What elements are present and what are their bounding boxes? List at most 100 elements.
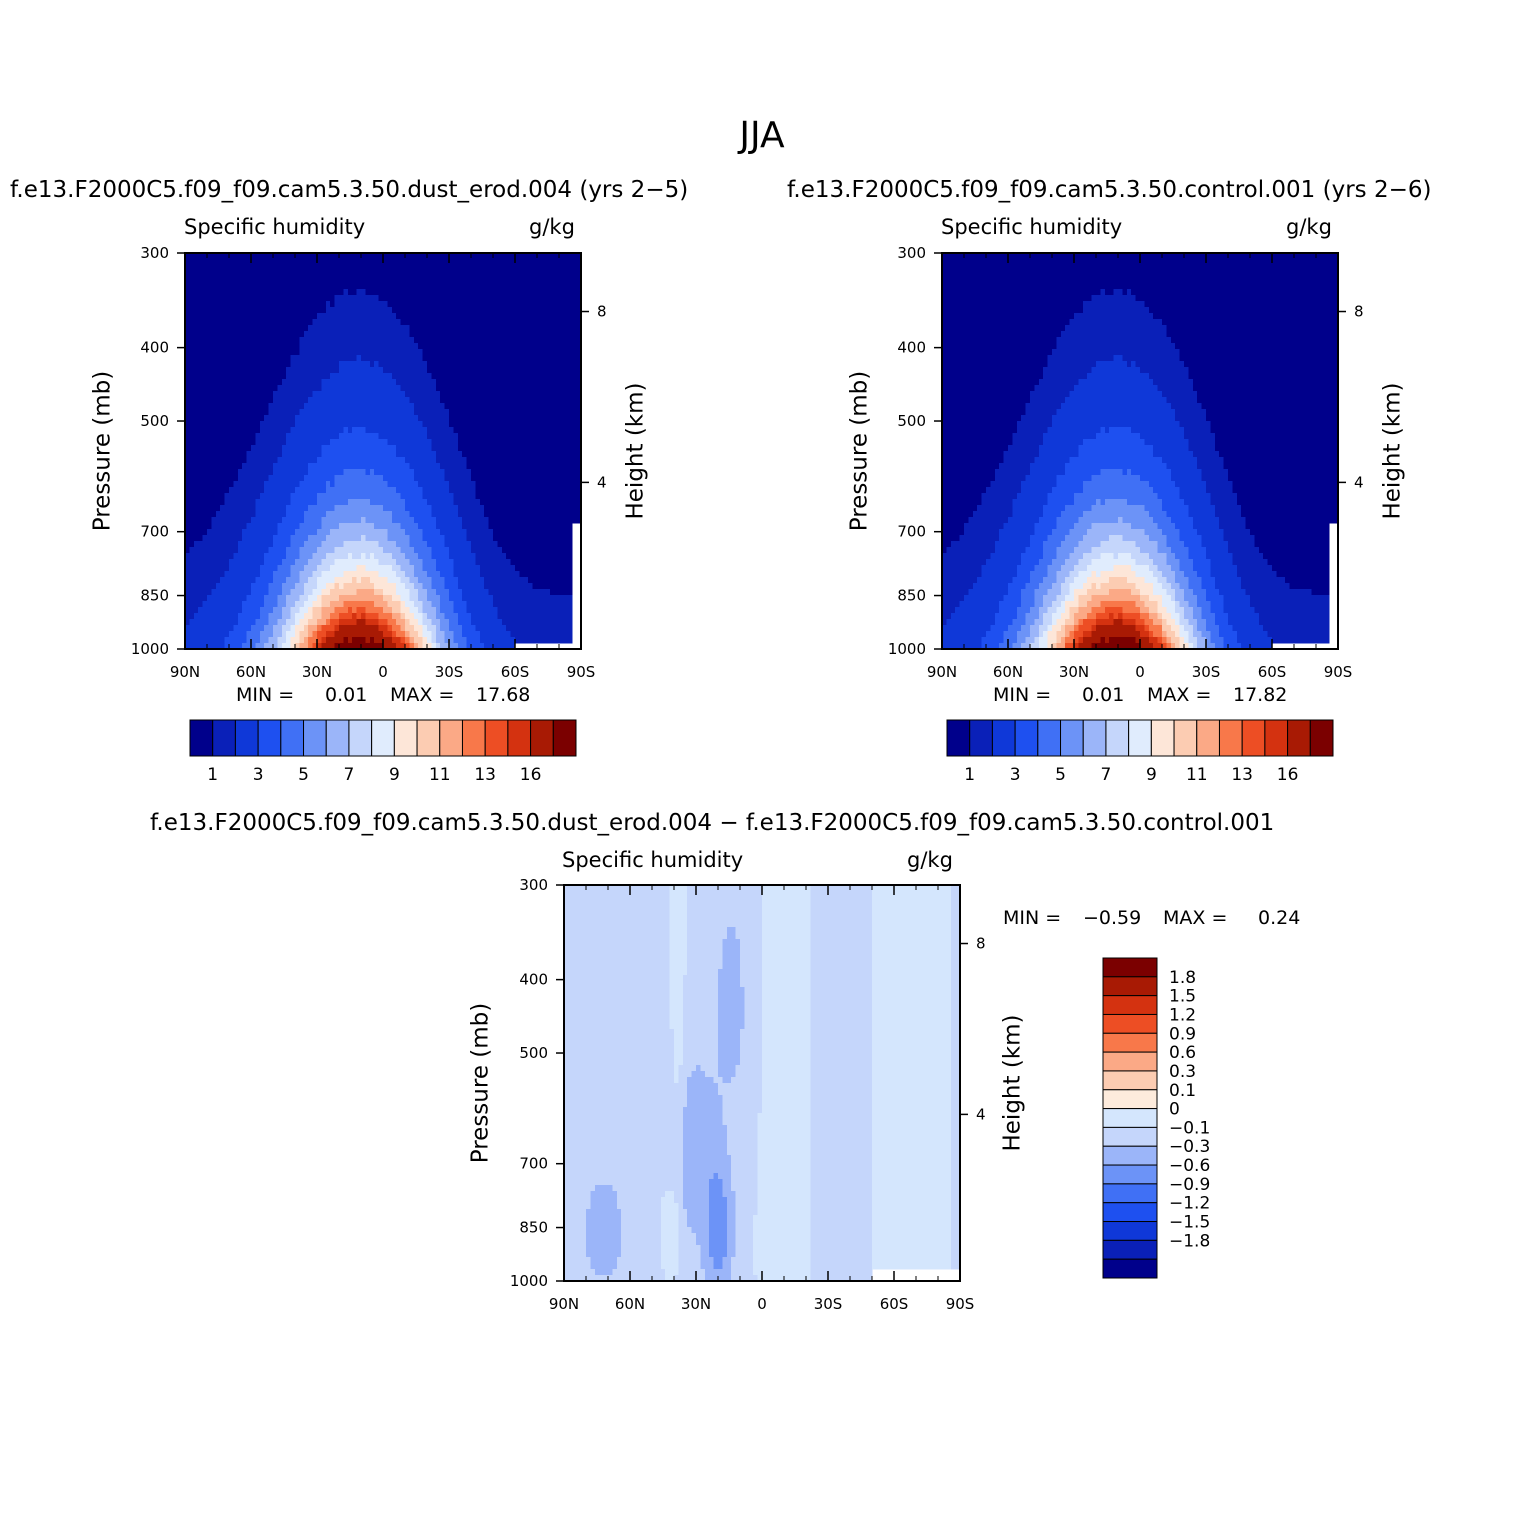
field-cell — [198, 397, 203, 404]
field-cell — [255, 583, 261, 590]
field-cell — [497, 643, 503, 650]
field-cell — [497, 403, 503, 410]
field-cell — [453, 337, 459, 344]
field-cell — [352, 499, 357, 506]
field-cell — [334, 577, 340, 584]
field-cell — [229, 361, 234, 368]
field-cell — [453, 517, 459, 524]
field-cell — [440, 301, 445, 308]
field-cell — [290, 397, 296, 404]
field-cell — [387, 379, 393, 386]
field-cell — [444, 277, 450, 284]
field-cell — [422, 643, 428, 650]
field-cell — [259, 391, 265, 398]
field-cell — [462, 301, 467, 308]
field-cell — [268, 271, 274, 278]
field-cell — [405, 289, 410, 296]
field-cell — [431, 409, 437, 416]
field-cell — [444, 385, 450, 392]
field-cell — [202, 379, 208, 386]
field-cell — [334, 469, 340, 476]
field-cell — [444, 343, 450, 350]
field-cell — [391, 463, 397, 470]
field-cell — [387, 355, 393, 362]
field-cell — [497, 385, 503, 392]
field-cell — [475, 475, 481, 482]
field-cell — [330, 331, 335, 338]
field-cell — [471, 361, 476, 368]
field-cell — [189, 385, 195, 392]
field-cell — [303, 541, 309, 548]
field-cell — [488, 313, 494, 320]
field-cell — [268, 613, 274, 620]
field-cell — [361, 361, 366, 368]
field-cell — [506, 361, 511, 368]
field-cell — [515, 361, 520, 368]
field-cell — [237, 589, 243, 596]
field-cell — [427, 511, 432, 518]
field-cell — [347, 445, 353, 452]
field-cell — [303, 403, 309, 410]
field-cell — [290, 313, 296, 320]
field-cell — [220, 595, 225, 602]
field-cell — [255, 361, 261, 368]
field-cell — [457, 409, 463, 416]
field-cell — [422, 409, 428, 416]
field-cell — [211, 271, 217, 278]
field-cell — [277, 523, 283, 530]
field-cell — [361, 523, 366, 530]
field-cell — [251, 361, 256, 368]
field-cell — [312, 385, 318, 392]
field-cell — [224, 487, 230, 494]
field-cell — [497, 355, 503, 362]
field-cell — [295, 391, 300, 398]
field-cell — [264, 445, 269, 452]
field-cell — [378, 451, 384, 458]
field-cell — [515, 445, 520, 452]
field-cell — [444, 577, 450, 584]
field-cell — [193, 607, 199, 614]
field-cell — [383, 307, 388, 314]
field-cell — [506, 559, 511, 566]
field-cell — [185, 643, 190, 650]
field-cell — [281, 523, 287, 530]
field-cell — [427, 307, 432, 314]
field-cell — [273, 361, 278, 368]
field-cell — [405, 349, 410, 356]
field-cell — [383, 505, 388, 512]
field-cell — [387, 271, 393, 278]
field-cell — [215, 319, 221, 326]
field-cell — [352, 511, 357, 518]
field-cell — [457, 607, 463, 614]
field-cell — [224, 265, 230, 272]
field-cell — [224, 397, 230, 404]
field-cell — [440, 361, 445, 368]
field-cell — [224, 355, 230, 362]
field-cell — [391, 553, 397, 560]
field-cell — [347, 409, 353, 416]
field-cell — [229, 397, 234, 404]
field-cell — [435, 295, 441, 302]
field-cell — [198, 475, 203, 482]
field-cell — [189, 421, 195, 428]
field-cell — [466, 283, 472, 290]
field-cell — [268, 625, 274, 632]
field-cell — [479, 277, 485, 284]
field-cell — [356, 625, 362, 632]
field-cell — [506, 409, 511, 416]
field-cell — [497, 571, 503, 578]
field-cell — [475, 409, 481, 416]
field-cell — [207, 271, 212, 278]
field-cell — [383, 637, 388, 644]
field-cell — [273, 409, 278, 416]
field-cell — [233, 283, 239, 290]
field-cell — [475, 445, 481, 452]
field-cell — [325, 529, 331, 536]
field-cell — [202, 589, 208, 596]
field-cell — [510, 349, 516, 356]
field-cell — [308, 511, 313, 518]
field-cell — [202, 481, 208, 488]
field-cell — [497, 325, 503, 332]
field-cell — [488, 505, 494, 512]
field-cell — [479, 307, 485, 314]
